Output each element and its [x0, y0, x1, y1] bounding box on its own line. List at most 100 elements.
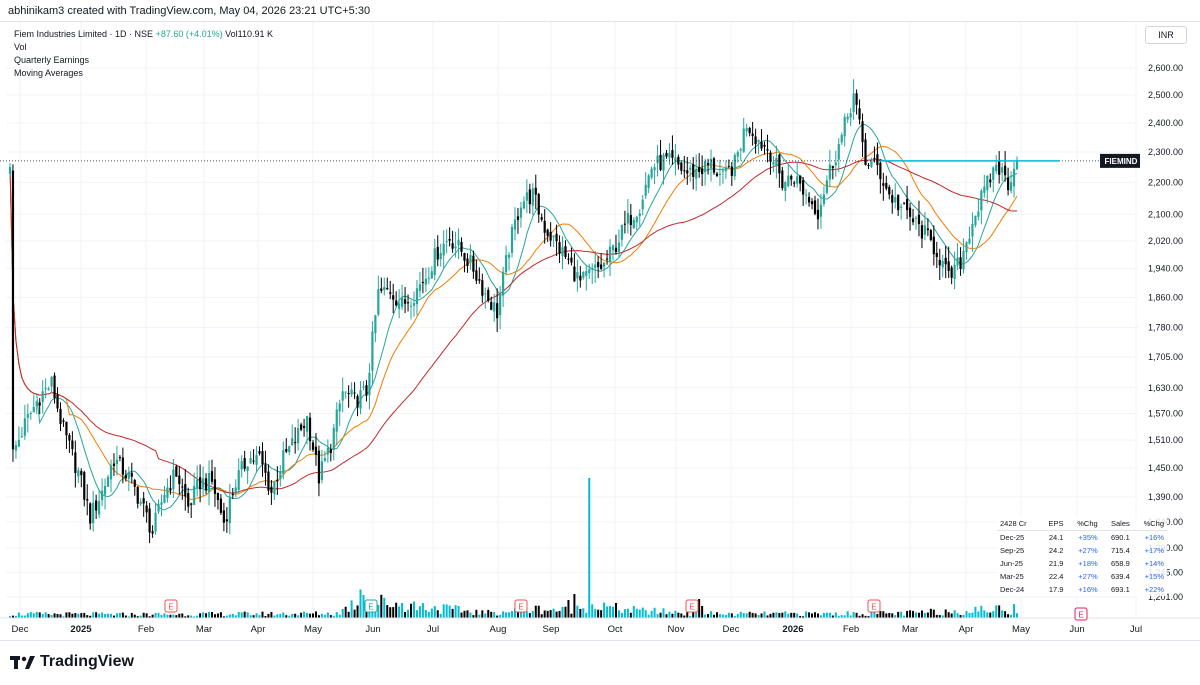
- candle-body: [121, 457, 124, 475]
- volume-bar: [620, 612, 623, 618]
- volume-bar: [977, 611, 980, 618]
- candle-body: [879, 162, 882, 180]
- earnings-badge-label: E: [368, 603, 373, 612]
- candle-body: [674, 157, 677, 162]
- candle-body: [903, 202, 906, 204]
- volume-bar: [576, 605, 579, 618]
- volume-bar: [273, 615, 276, 618]
- volume-bar: [730, 613, 733, 618]
- earnings-header-cell: %Chg: [1066, 517, 1101, 531]
- candle-body: [507, 254, 511, 258]
- volume-bar: [938, 615, 941, 618]
- candle-body: [772, 162, 775, 165]
- volume-bar: [448, 605, 451, 618]
- volume-bar: [739, 611, 742, 618]
- time-axis[interactable]: Dec 2025 Feb Mar Apr May Jun Jul Aug Sep Oct Nov Dec…: [0, 617, 1200, 635]
- volume-bar: [157, 612, 160, 618]
- candle-body: [769, 152, 772, 162]
- candle-body: [240, 461, 243, 470]
- volume-bar: [386, 605, 389, 618]
- legend-ma-indicator[interactable]: Moving Averages: [14, 68, 83, 78]
- tradingview-brand[interactable]: TradingView: [10, 653, 134, 671]
- candle-body: [623, 223, 626, 225]
- candle-body: [11, 170, 15, 450]
- candle-body: [395, 300, 398, 306]
- currency-button[interactable]: INR: [1145, 26, 1187, 44]
- candle-body: [68, 435, 71, 441]
- candle-body: [17, 439, 21, 447]
- candle-body: [641, 199, 644, 210]
- earnings-cell: 17.9: [1048, 585, 1064, 594]
- candle-body: [362, 386, 365, 388]
- volume-bar: [609, 606, 612, 618]
- volume-bar: [401, 603, 404, 618]
- volume-bar: [623, 609, 626, 618]
- volume-bar: [255, 613, 258, 618]
- earnings-cell: 690.1: [1110, 533, 1130, 542]
- volume-bar: [109, 613, 112, 618]
- earnings-cell: +15%: [1144, 572, 1164, 581]
- candle-body: [929, 230, 932, 240]
- candle-body: [335, 409, 338, 432]
- candle-body: [26, 413, 29, 418]
- candle-body: [852, 93, 855, 112]
- volume-bar: [626, 608, 629, 618]
- volume-bar: [335, 612, 338, 618]
- candle-body: [481, 280, 484, 296]
- volume-bar: [644, 610, 647, 618]
- volume-bar: [662, 608, 665, 618]
- candle-body: [561, 247, 564, 256]
- candle-body: [588, 269, 591, 274]
- candle-body: [867, 165, 870, 167]
- candle-body: [692, 164, 695, 177]
- legend-vol-indicator[interactable]: Vol: [14, 42, 27, 52]
- candle-body: [555, 233, 558, 242]
- earnings-row: Jun-25 21.9 +18% 658.9 +14%: [997, 557, 1167, 570]
- volume-bar: [261, 611, 264, 618]
- volume-bar: [466, 610, 469, 618]
- candle-body: [986, 175, 989, 191]
- volume-bar: [442, 604, 445, 618]
- time-tick-label: Oct: [608, 624, 623, 635]
- legend-symbol-row[interactable]: Fiem Industries Limited · 1D · NSE +87.6…: [14, 28, 273, 41]
- volume-bar: [154, 612, 157, 618]
- volume-bar: [525, 611, 528, 618]
- volume-bar: [724, 614, 727, 618]
- legend-earnings-indicator[interactable]: Quarterly Earnings: [14, 55, 90, 65]
- price-tick-label: 1,630.00: [1148, 383, 1183, 393]
- volume-bar: [923, 612, 926, 618]
- time-tick-label: Feb: [138, 624, 154, 635]
- price-tick-label: 1,860.00: [1148, 292, 1183, 302]
- volume-bar: [56, 614, 59, 618]
- volume-bar: [145, 613, 148, 618]
- volume-bar: [118, 612, 121, 618]
- candle-body: [35, 401, 38, 407]
- candle-body: [751, 133, 754, 137]
- volume-bar: [187, 615, 190, 618]
- volume-bar: [377, 605, 380, 618]
- candle-body: [469, 255, 472, 263]
- volume-bar: [454, 605, 457, 618]
- earnings-row: Mar-25 22.4 +27% 639.4 +15%: [997, 570, 1167, 583]
- candle-body: [938, 260, 941, 266]
- volume-bar: [831, 615, 834, 618]
- candle-body: [207, 472, 211, 493]
- candle-body: [784, 181, 787, 191]
- volume-bar: [38, 612, 41, 618]
- candle-body: [695, 169, 698, 179]
- volume-bar: [632, 605, 635, 618]
- candle-body: [757, 139, 760, 142]
- candle-body: [1015, 160, 1019, 170]
- volume-bar: [47, 614, 50, 618]
- volume-bar: [252, 615, 255, 618]
- candle-body: [157, 504, 160, 512]
- candle-body: [715, 173, 719, 176]
- volume-bar: [900, 611, 903, 618]
- price-tick-label: 1,940.00: [1148, 264, 1183, 274]
- candle-body: [998, 160, 1001, 175]
- volume-bar: [849, 615, 852, 618]
- volume-bar: [59, 614, 62, 618]
- candle-body: [611, 245, 615, 251]
- volume-bar: [540, 614, 543, 618]
- candle-body: [406, 302, 410, 304]
